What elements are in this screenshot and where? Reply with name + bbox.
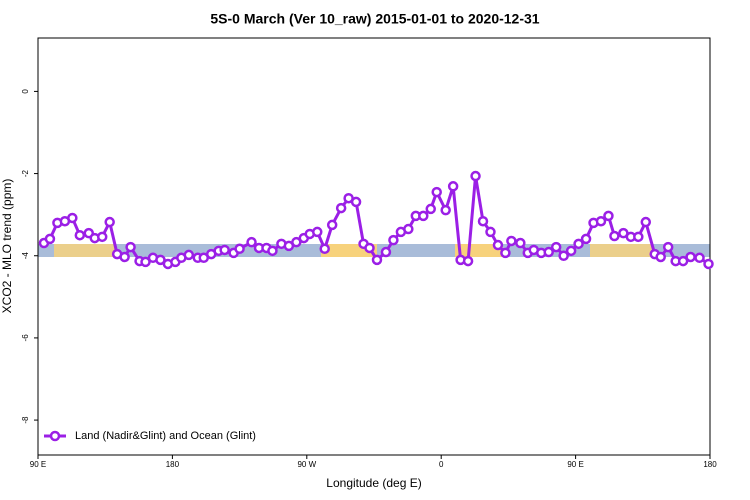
data-point	[558, 250, 569, 261]
data-point	[350, 196, 362, 208]
x-tick-label: 90 E	[30, 460, 46, 469]
data-point	[319, 243, 330, 255]
data-point	[246, 236, 257, 248]
data-point	[677, 255, 689, 267]
x-tick-label: 180	[166, 460, 180, 469]
y-tick-label: -8	[21, 416, 30, 424]
data-point	[506, 235, 517, 247]
data-point	[470, 170, 481, 182]
data-point	[580, 233, 592, 245]
data-point	[447, 181, 459, 192]
data-point	[633, 231, 644, 243]
data-point	[573, 238, 584, 250]
y-tick-label: -2	[21, 169, 30, 177]
data-point	[119, 251, 130, 263]
data-point	[477, 215, 489, 227]
data-point	[155, 254, 166, 266]
data-point	[425, 203, 436, 215]
x-tick-label: 90 E	[567, 460, 583, 469]
data-point	[234, 243, 245, 255]
data-point	[662, 241, 674, 253]
data-point	[312, 226, 323, 238]
data-point	[140, 256, 151, 268]
y-tick-label: 0	[21, 89, 30, 94]
data-point	[74, 229, 86, 241]
y-axis-label: XCO2 - MLO trend (ppm)	[0, 179, 14, 314]
data-point	[267, 245, 278, 257]
data-point	[565, 245, 577, 257]
data-point	[125, 241, 136, 253]
data-point	[335, 202, 347, 214]
x-tick-label: 90 W	[297, 460, 316, 469]
data-point	[703, 258, 714, 270]
data-point	[492, 239, 504, 251]
x-tick-label: 180	[703, 460, 717, 469]
land-band	[455, 244, 503, 257]
data-point	[515, 237, 526, 249]
data-point	[609, 230, 620, 242]
data-point	[418, 210, 429, 222]
data-point	[440, 204, 451, 216]
data-point	[380, 246, 392, 258]
data-point	[364, 242, 375, 254]
y-tick-label: -4	[21, 252, 30, 260]
data-point	[388, 234, 399, 246]
plot-frame	[37, 37, 711, 456]
data-point	[431, 186, 442, 198]
land-band	[54, 244, 116, 257]
chart-title: 5S-0 March (Ver 10_raw) 2015-01-01 to 20…	[210, 11, 539, 27]
data-point	[67, 212, 78, 224]
data-point	[500, 247, 511, 259]
data-point	[550, 241, 562, 253]
data-point	[595, 215, 607, 227]
data-point	[485, 226, 496, 238]
data-point	[44, 233, 56, 245]
x-axis-label: Longitude (deg E)	[326, 476, 421, 490]
data-point	[326, 219, 338, 231]
data-point	[219, 244, 230, 256]
y-tick-label: -6	[21, 334, 30, 342]
x-tick-label: 0	[439, 460, 444, 469]
data-point	[462, 255, 474, 267]
land-band	[590, 244, 652, 257]
legend-marker	[49, 430, 61, 442]
data-point	[291, 236, 302, 248]
data-point	[603, 210, 614, 222]
data-point	[543, 246, 554, 258]
data-point	[685, 251, 696, 263]
data-point	[694, 252, 705, 264]
data-point	[104, 216, 115, 228]
data-point	[183, 249, 195, 261]
data-point	[96, 231, 108, 243]
data-point	[655, 251, 666, 263]
legend-label: Land (Nadir&Glint) and Ocean (Glint)	[75, 430, 256, 442]
data-point	[403, 223, 414, 235]
data-point	[640, 216, 652, 228]
data-point	[371, 254, 383, 266]
